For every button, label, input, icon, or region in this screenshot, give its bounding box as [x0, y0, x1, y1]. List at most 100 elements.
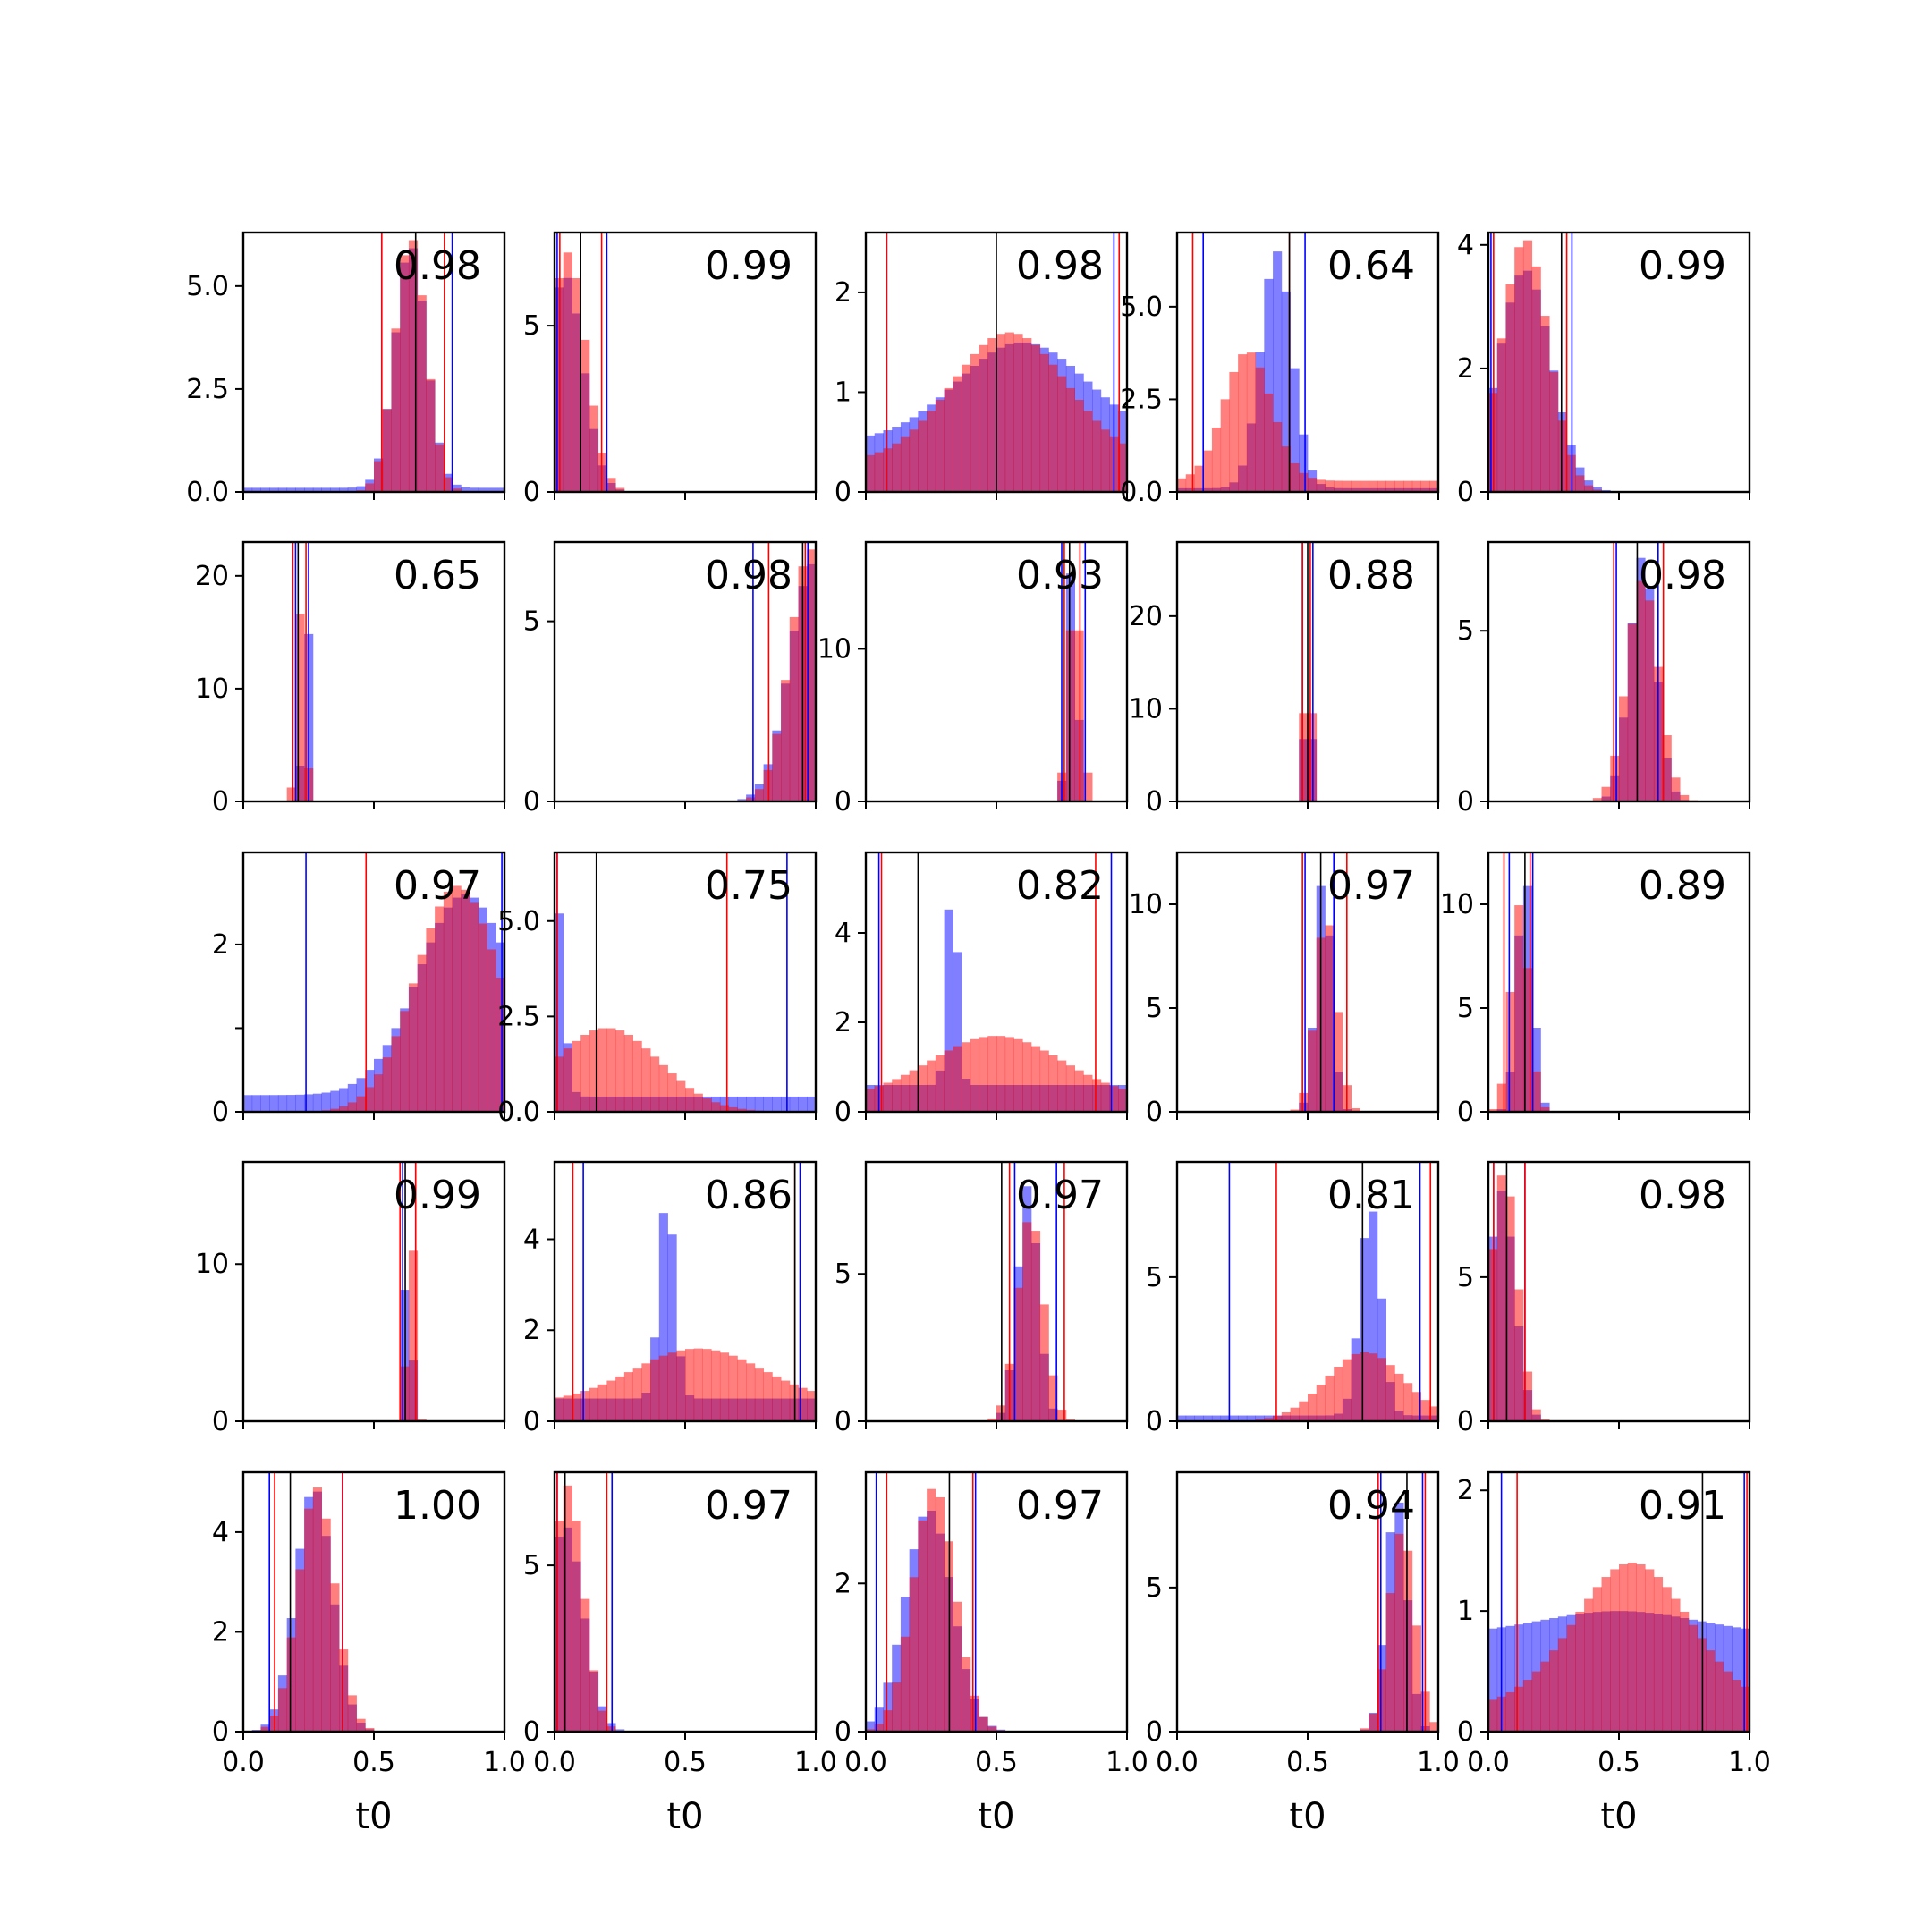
red-hist-bar	[1610, 755, 1620, 801]
x-tick-label: 0.5	[975, 1747, 1018, 1778]
red-hist-bar	[1505, 284, 1515, 492]
y-tick-label: 2	[835, 1568, 852, 1599]
red-hist-bar	[676, 1080, 686, 1112]
red-hist-bar	[772, 1376, 782, 1421]
red-hist-bar	[1273, 1415, 1283, 1421]
red-hist-bar	[1645, 600, 1655, 801]
y-tick-label: 1	[1457, 1596, 1474, 1627]
x-axis-label: t0	[1289, 1796, 1326, 1837]
red-hist-bar	[1368, 480, 1378, 492]
blue-hist-bar	[781, 1096, 791, 1112]
red-hist-bar	[1308, 1030, 1318, 1112]
red-hist-bar	[987, 338, 997, 492]
red-hist-bar	[979, 1037, 988, 1112]
red-hist-bar	[1496, 1083, 1506, 1112]
red-hist-bar	[1074, 399, 1084, 492]
correlation-label: 0.75	[705, 863, 792, 909]
red-hist-bar	[918, 1520, 928, 1732]
red-hist-bar	[1022, 338, 1032, 492]
red-hist-bar	[1281, 1411, 1291, 1421]
red-hist-bar	[623, 1372, 633, 1421]
plot-area	[1488, 1162, 1550, 1421]
red-hist-bar	[1109, 1086, 1119, 1112]
red-hist-bar	[260, 1726, 270, 1732]
subplot-panel: 0 2 4 0.0 0.5 1.0 t0 1.00	[212, 1470, 526, 1837]
red-hist-bar	[356, 1718, 366, 1732]
subplot-panel: 0 1 2 0.98	[835, 231, 1129, 508]
y-tick-label: 5	[1457, 1262, 1474, 1293]
red-hist-bar	[1505, 1196, 1515, 1421]
red-hist-bar	[391, 328, 401, 492]
blue-hist-bar	[1741, 1628, 1750, 1732]
red-hist-bar	[1185, 474, 1195, 492]
red-hist-bar	[1013, 1287, 1023, 1421]
red-hist-bar	[417, 954, 427, 1112]
red-hist-bar	[1211, 427, 1222, 492]
red-hist-bar	[1671, 1598, 1681, 1732]
red-hist-bar	[1100, 429, 1110, 492]
red-hist-bar	[400, 1011, 410, 1112]
red-hist-bar	[1394, 1533, 1404, 1732]
red-hist-bar	[304, 1508, 314, 1732]
red-hist-bar	[1385, 1593, 1395, 1732]
correlation-label: 0.97	[1016, 1483, 1104, 1529]
subplot-panel: 050.97	[835, 1160, 1129, 1437]
red-hist-bar	[1403, 1383, 1413, 1421]
red-hist-bar	[1653, 1577, 1664, 1732]
blue-hist-bar	[555, 913, 564, 1112]
blue-hist-bar	[746, 1096, 756, 1112]
red-hist-bar	[1592, 1587, 1602, 1732]
red-hist-bar	[874, 1724, 884, 1732]
subplot-panel: 020.97	[212, 851, 506, 1128]
red-hist-bar	[1420, 480, 1430, 492]
red-hist-bar	[623, 1034, 633, 1112]
red-hist-bar	[555, 1397, 564, 1421]
y-tick-label: 0	[835, 477, 852, 508]
subplot-panel: 0 10 20 0.88	[1129, 540, 1440, 818]
subplot-panel: 050.81	[1146, 1160, 1440, 1437]
correlation-label: 0.98	[1016, 243, 1104, 289]
correlation-label: 0.88	[1327, 553, 1415, 598]
x-axis-label: t0	[355, 1796, 392, 1837]
blue-hist-bar	[1368, 1211, 1378, 1421]
red-hist-bar	[1385, 1365, 1395, 1421]
red-hist-bar	[1549, 371, 1559, 492]
red-hist-bar	[382, 409, 392, 492]
red-hist-bar	[1680, 794, 1690, 801]
red-hist-bar	[979, 1716, 988, 1732]
blue-hist-bar	[1592, 487, 1602, 492]
subplot-panel: 0 2 4 0.82	[835, 851, 1129, 1128]
blue-hist-bar	[452, 484, 462, 492]
y-tick-label: 20	[195, 561, 229, 592]
red-hist-bar	[1741, 1686, 1750, 1732]
red-hist-bar	[962, 1042, 971, 1112]
blue-hist-bar	[251, 1095, 261, 1112]
plot-area	[555, 852, 816, 1112]
blue-hist-bar	[260, 1095, 270, 1112]
x-tick-label: 1.0	[1728, 1747, 1771, 1778]
red-hist-bar	[589, 405, 599, 492]
y-tick-label: 0	[835, 1406, 852, 1437]
red-hist-bar	[589, 1030, 599, 1112]
red-hist-bar	[1334, 1012, 1343, 1112]
red-hist-bar	[772, 733, 782, 801]
red-hist-bar	[1505, 991, 1515, 1112]
blue-hist-bar	[269, 1095, 279, 1112]
red-hist-bar	[1360, 1728, 1369, 1732]
blue-hist-bar	[1220, 1415, 1230, 1421]
blue-hist-bar	[347, 1083, 357, 1112]
subplot-panel: 050.99	[523, 231, 818, 508]
red-hist-bar	[417, 295, 427, 492]
subplot-panel: 0.0 2.5 5.0 0.75	[497, 851, 818, 1128]
red-hist-bar	[944, 1050, 953, 1112]
red-hist-bar	[1057, 1410, 1067, 1421]
red-hist-bar	[1723, 1671, 1733, 1732]
red-hist-bar	[1092, 420, 1102, 492]
red-hist-bar	[563, 1048, 572, 1112]
red-hist-bar	[1334, 480, 1343, 492]
y-tick-label: 0	[212, 1716, 229, 1748]
red-hist-bar	[1394, 480, 1404, 492]
red-hist-bar	[277, 1688, 288, 1732]
blue-hist-bar	[295, 1094, 305, 1112]
red-hist-bar	[1325, 925, 1335, 1112]
